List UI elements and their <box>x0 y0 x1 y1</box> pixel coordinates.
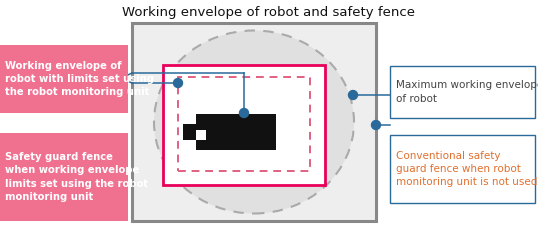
Circle shape <box>173 78 182 87</box>
Text: Maximum working envelope
of robot: Maximum working envelope of robot <box>396 80 538 104</box>
Bar <box>183 124 199 140</box>
Bar <box>178 77 310 171</box>
Bar <box>132 23 376 221</box>
Text: Conventional safety
guard fence when robot
monitoring unit is not used: Conventional safety guard fence when rob… <box>396 151 537 187</box>
Text: Safety guard fence
when working envelope
limits set using the robot
monitoring u: Safety guard fence when working envelope… <box>5 152 148 202</box>
Bar <box>163 65 325 185</box>
Text: Working envelope of robot and safety fence: Working envelope of robot and safety fen… <box>123 6 415 19</box>
Bar <box>196 114 276 150</box>
Bar <box>0 133 128 221</box>
Bar <box>390 135 535 203</box>
Ellipse shape <box>154 31 354 214</box>
Text: Working envelope of
robot with limits set using
the robot monitoring unit: Working envelope of robot with limits se… <box>5 61 154 97</box>
Circle shape <box>349 90 357 99</box>
Bar <box>196 130 206 140</box>
Circle shape <box>239 109 249 118</box>
Circle shape <box>372 121 380 130</box>
Bar <box>390 66 535 118</box>
Bar <box>0 45 128 113</box>
